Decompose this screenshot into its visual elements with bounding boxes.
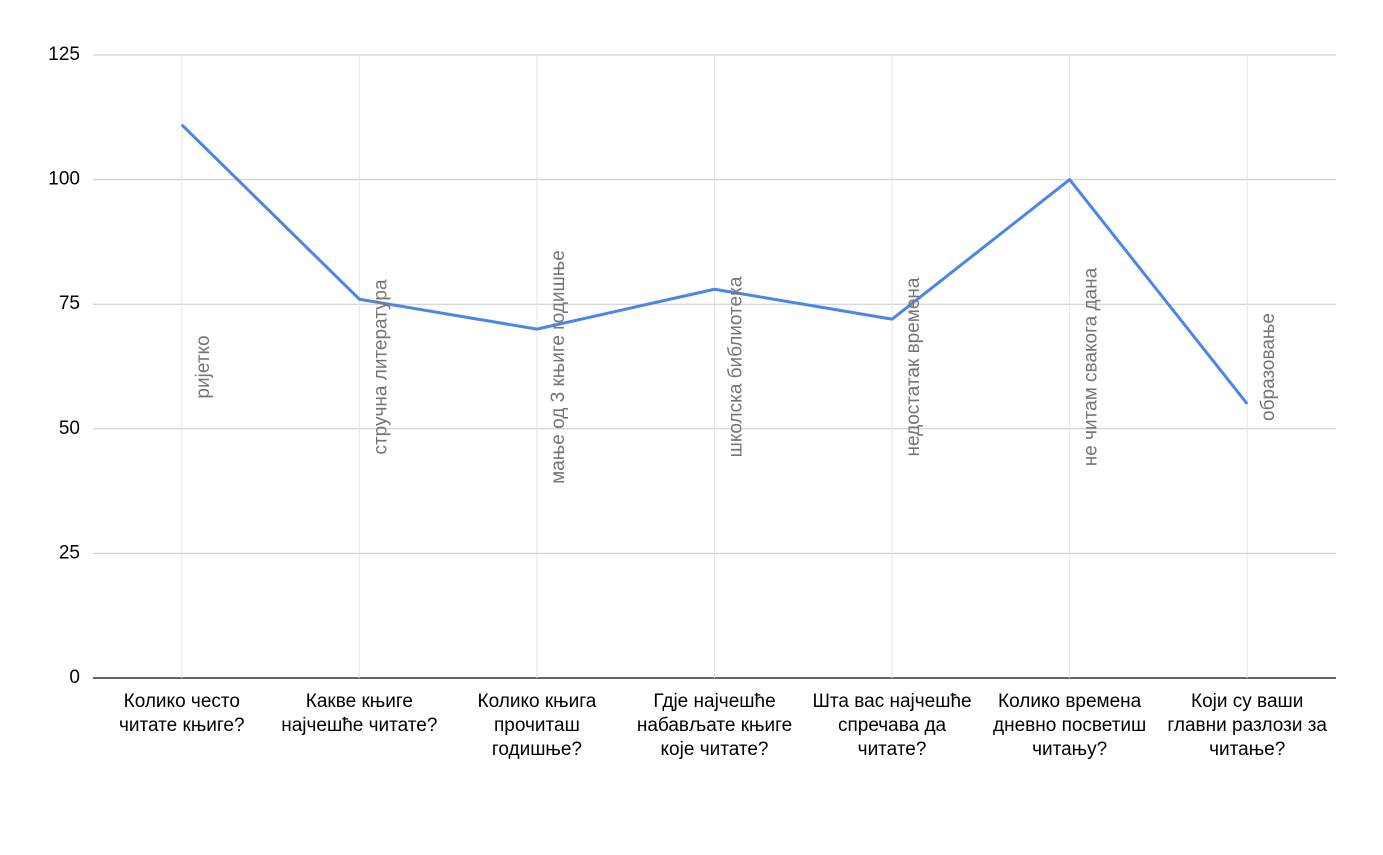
- x-tick-label: Шта вас најчешће спречава да читате?: [812, 691, 972, 760]
- x-tick-label: Колико књига прочиташ годишње?: [477, 691, 597, 760]
- x-tick-label: Колико често читате књиге?: [119, 691, 245, 736]
- annotation: стручна литература: [370, 279, 391, 455]
- annotation: школска библиотека: [726, 276, 747, 457]
- y-tick-label: 75: [59, 293, 80, 314]
- annotation: недостатак времена: [903, 277, 924, 456]
- annotation: ријетко: [193, 335, 214, 398]
- y-tick-label: 50: [59, 418, 80, 439]
- y-tick-label: 0: [69, 667, 80, 688]
- x-tick-label: Какве књиге најчешће читате?: [281, 691, 438, 736]
- y-tick-label: 125: [48, 44, 80, 65]
- x-tick-label: Колико времена дневно посветиш читању?: [992, 691, 1147, 760]
- x-tick-label: Гдје најчешће набављате књиге које читат…: [636, 691, 793, 760]
- y-tick-label: 100: [48, 169, 80, 190]
- annotation: образовање: [1258, 313, 1279, 421]
- x-tick-label: Који су ваши главни разлози за читање?: [1167, 691, 1327, 760]
- annotation: мање од 3 књиге годишње: [548, 250, 569, 484]
- annotation: не читам свакога дана: [1081, 267, 1102, 466]
- y-tick-label: 25: [59, 542, 80, 563]
- line: [180, 123, 1249, 405]
